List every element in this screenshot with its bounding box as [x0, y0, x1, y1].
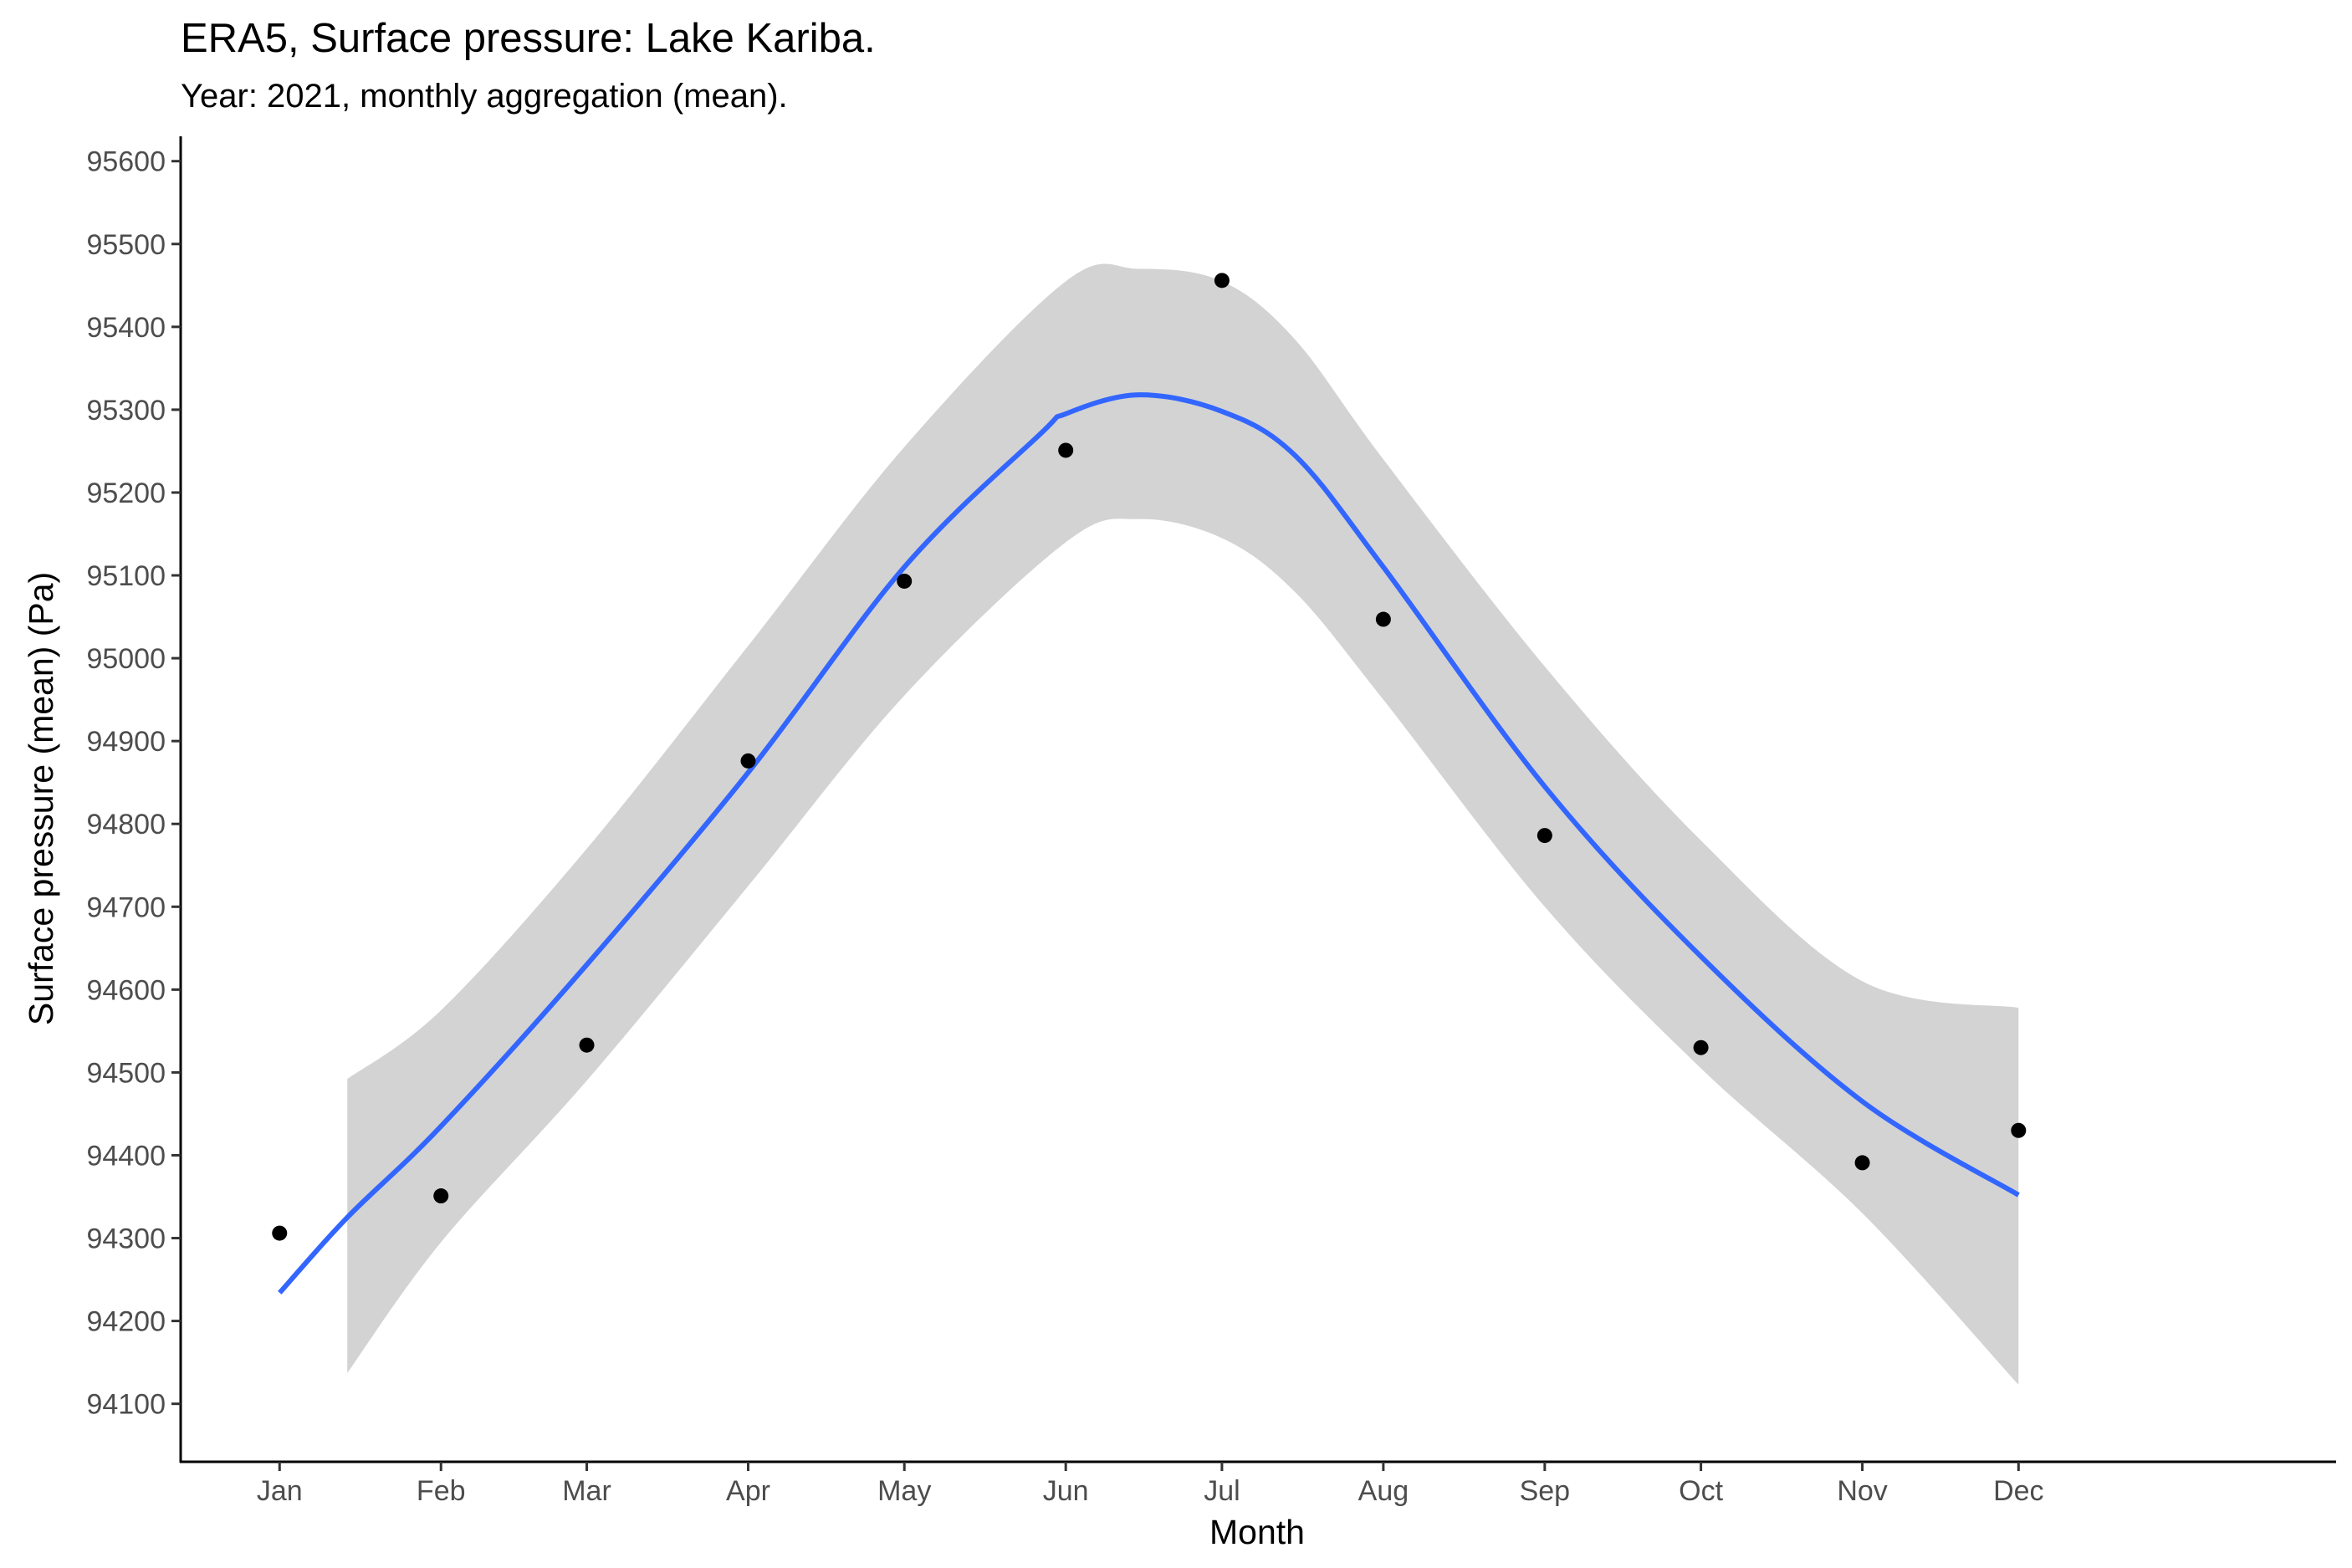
- x-tick-label: Jul: [1204, 1475, 1240, 1507]
- y-tick-label: 94800: [86, 809, 166, 840]
- data-point-feb: [433, 1188, 449, 1204]
- y-tick-label: 94500: [86, 1057, 166, 1089]
- y-tick-label: 94600: [86, 974, 166, 1006]
- y-tick-label: 95400: [86, 312, 166, 344]
- y-tick-label: 94200: [86, 1306, 166, 1338]
- x-tick-label: Apr: [726, 1475, 770, 1507]
- x-tick-label: Jan: [257, 1475, 303, 1507]
- y-tick-label: 95000: [86, 643, 166, 675]
- x-axis-ticks: Jan Feb Mar Apr May Jun Jul Aug Sep Oct Nov Dec: [257, 1462, 2044, 1507]
- y-tick-label: 95300: [86, 395, 166, 426]
- y-tick-label: 95100: [86, 560, 166, 592]
- x-tick-label: Aug: [1358, 1475, 1409, 1507]
- y-tick-label: 95200: [86, 478, 166, 509]
- x-tick-label: Sep: [1520, 1475, 1571, 1507]
- x-tick-label: Nov: [1837, 1475, 1887, 1507]
- data-point-jul: [1214, 273, 1230, 289]
- y-axis-title: Surface pressure (mean) (Pa): [22, 572, 60, 1025]
- x-tick-label: Mar: [562, 1475, 611, 1507]
- data-point-aug: [1375, 611, 1391, 627]
- data-point-nov: [1854, 1155, 1870, 1171]
- data-point-jan: [272, 1225, 288, 1241]
- chart-subtitle: Year: 2021, monthly aggregation (mean).: [181, 78, 788, 115]
- smooth-trend-line: [278, 392, 2020, 1295]
- x-tick-label: Dec: [1993, 1475, 2043, 1507]
- data-points: [272, 273, 2027, 1241]
- y-tick-label: 95600: [86, 146, 166, 178]
- data-point-oct: [1693, 1039, 1709, 1055]
- plot-area: [272, 263, 2027, 1385]
- y-tick-label: 94300: [86, 1223, 166, 1255]
- data-point-mar: [579, 1037, 595, 1053]
- data-point-jun: [1058, 442, 1074, 458]
- x-tick-label: Jun: [1043, 1475, 1089, 1507]
- confidence-band: [347, 263, 2019, 1385]
- x-tick-label: May: [877, 1475, 931, 1507]
- y-tick-label: 94700: [86, 891, 166, 923]
- chart-title: ERA5, Surface pressure: Lake Kariba.: [181, 16, 876, 61]
- y-tick-label: 95500: [86, 229, 166, 261]
- x-axis-title: Month: [1209, 1513, 1305, 1551]
- x-tick-label: Oct: [1679, 1475, 1723, 1507]
- data-point-sep: [1536, 828, 1552, 844]
- y-axis-ticks: 94100 94200 94300 94400 94500 94600 94700 94800…: [86, 146, 181, 1421]
- data-point-dec: [2011, 1122, 2027, 1138]
- y-tick-label: 94400: [86, 1140, 166, 1172]
- data-point-may: [897, 573, 913, 589]
- y-tick-label: 94900: [86, 726, 166, 758]
- data-point-apr: [740, 753, 756, 769]
- x-tick-label: Feb: [417, 1475, 466, 1507]
- y-tick-label: 94100: [86, 1389, 166, 1421]
